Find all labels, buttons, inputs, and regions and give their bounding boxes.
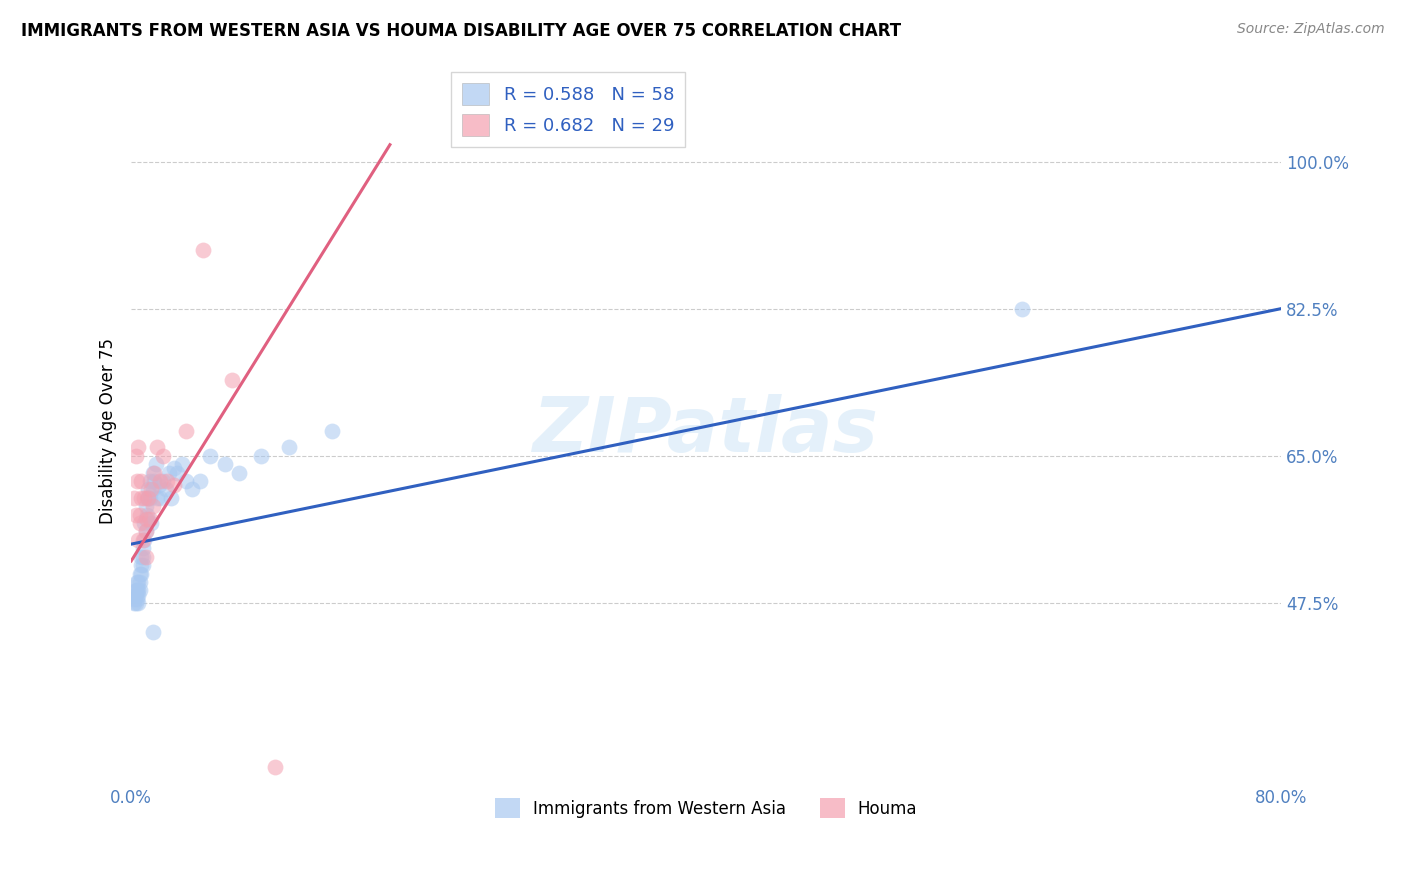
Point <box>180 483 202 497</box>
Point <box>228 466 250 480</box>
Point <box>1011 301 1033 316</box>
Point <box>138 491 160 505</box>
Point <box>124 583 146 598</box>
Point <box>139 491 162 505</box>
Point <box>142 466 165 480</box>
Point <box>148 478 170 492</box>
Point <box>132 558 155 573</box>
Point <box>135 524 157 539</box>
Point <box>132 533 155 547</box>
Point <box>135 549 157 564</box>
Point <box>131 474 153 488</box>
Point <box>122 491 145 505</box>
Point <box>143 474 166 488</box>
Point <box>142 500 165 514</box>
Point <box>128 566 150 581</box>
Point <box>134 533 156 547</box>
Point <box>134 491 156 505</box>
Point <box>132 549 155 564</box>
Point <box>142 625 165 640</box>
Point <box>160 491 183 505</box>
Point <box>146 441 169 455</box>
Point <box>141 483 163 497</box>
Point <box>125 591 148 606</box>
Point <box>131 549 153 564</box>
Point <box>131 566 153 581</box>
Point <box>124 596 146 610</box>
Point <box>127 574 149 589</box>
Text: ZIPatlas: ZIPatlas <box>533 393 879 467</box>
Point <box>170 457 193 471</box>
Point <box>156 474 179 488</box>
Point <box>124 588 146 602</box>
Point <box>127 533 149 547</box>
Point <box>141 516 163 530</box>
Point <box>145 457 167 471</box>
Point <box>142 483 165 497</box>
Point <box>264 760 287 774</box>
Point <box>128 583 150 598</box>
Y-axis label: Disability Age Over 75: Disability Age Over 75 <box>100 337 117 524</box>
Point <box>125 583 148 598</box>
Point <box>128 516 150 530</box>
Point <box>157 466 180 480</box>
Point <box>174 474 197 488</box>
Point <box>135 524 157 539</box>
Point <box>135 500 157 514</box>
Point <box>125 474 148 488</box>
Point <box>128 574 150 589</box>
Point <box>138 483 160 497</box>
Point <box>136 512 159 526</box>
Point <box>191 243 214 257</box>
Point <box>214 457 236 471</box>
Text: IMMIGRANTS FROM WESTERN ASIA VS HOUMA DISABILITY AGE OVER 75 CORRELATION CHART: IMMIGRANTS FROM WESTERN ASIA VS HOUMA DI… <box>21 22 901 40</box>
Point <box>127 588 149 602</box>
Point <box>134 516 156 530</box>
Point <box>139 474 162 488</box>
Point <box>131 491 153 505</box>
Point <box>166 466 188 480</box>
Point <box>146 491 169 505</box>
Point <box>127 596 149 610</box>
Point <box>138 491 160 505</box>
Point <box>163 478 186 492</box>
Point <box>152 474 174 488</box>
Point <box>200 449 222 463</box>
Point <box>139 512 162 526</box>
Point <box>163 461 186 475</box>
Point <box>149 474 172 488</box>
Point <box>125 574 148 589</box>
Point <box>188 474 211 488</box>
Point <box>152 449 174 463</box>
Point <box>127 441 149 455</box>
Point <box>221 373 243 387</box>
Point <box>278 441 301 455</box>
Point <box>128 508 150 522</box>
Point <box>174 424 197 438</box>
Point <box>136 491 159 505</box>
Point <box>249 449 271 463</box>
Point <box>132 541 155 556</box>
Point <box>155 483 177 497</box>
Point <box>321 424 343 438</box>
Point <box>124 449 146 463</box>
Point <box>135 512 157 526</box>
Point <box>127 583 149 598</box>
Point <box>136 508 159 522</box>
Point <box>131 558 153 573</box>
Point <box>143 466 166 480</box>
Point <box>122 596 145 610</box>
Point <box>149 491 172 505</box>
Point <box>124 508 146 522</box>
Legend: Immigrants from Western Asia, Houma: Immigrants from Western Asia, Houma <box>488 791 924 825</box>
Point <box>122 591 145 606</box>
Text: Source: ZipAtlas.com: Source: ZipAtlas.com <box>1237 22 1385 37</box>
